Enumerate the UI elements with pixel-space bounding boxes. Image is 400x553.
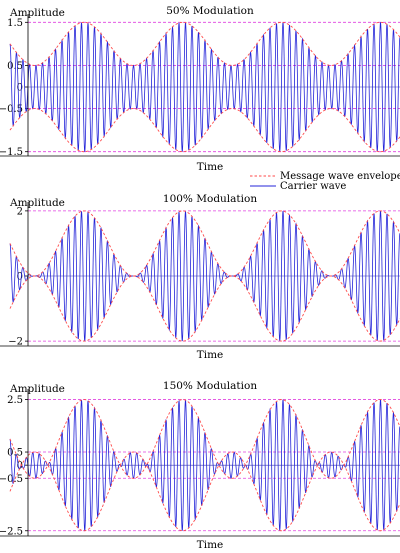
envelope-lower-line — [9, 275, 400, 342]
y-axis-label: Amplitude — [9, 383, 65, 395]
envelope-upper-line — [9, 210, 400, 277]
legend-carrier-label: Carrier wave — [280, 181, 346, 192]
y-tick-label: 0 — [17, 272, 23, 283]
legend: Message wave envelope Carrier wave — [250, 171, 400, 192]
y-tick-label: 2 — [17, 206, 23, 217]
y-tick-label: 0 — [17, 461, 23, 472]
y-axis-label: Amplitude — [9, 197, 65, 209]
panel-title: 50% Modulation — [166, 5, 254, 17]
envelope-upper-line — [9, 399, 400, 479]
y-tick-label: −1.5 — [0, 147, 23, 158]
y-tick-label: −0.5 — [0, 104, 23, 115]
envelope-lower-line — [9, 451, 400, 532]
panel-title: 100% Modulation — [163, 193, 257, 205]
panel-150-percent: 150% Modulation Amplitude Time 2.5 0.5 0 −0… — [0, 380, 400, 551]
panel-50-percent: 50% Modulation Amplitude Time 1.5 0.5 0 −0.… — [0, 5, 400, 173]
y-tick-label: −2.5 — [0, 526, 23, 537]
legend-envelope-label: Message wave envelope — [280, 171, 400, 182]
y-axis-label: Amplitude — [9, 7, 65, 19]
panel-100-percent: 100% Modulation Amplitude Time 2 0 −2 — [0, 193, 400, 361]
y-tick-label: −2 — [8, 337, 23, 348]
y-tick-label: −0.5 — [0, 474, 23, 485]
panel-title: 150% Modulation — [163, 380, 257, 392]
y-tick-label: 0 — [17, 83, 23, 94]
y-tick-label: 0.5 — [7, 61, 23, 72]
y-tick-label: 0.5 — [7, 448, 23, 459]
x-axis-label: Time — [197, 539, 224, 551]
envelope-upper-line — [9, 21, 400, 66]
envelope-lower-line — [9, 108, 400, 153]
x-axis-label: Time — [197, 349, 224, 361]
y-tick-label: 2.5 — [7, 395, 23, 406]
y-tick-label: 1.5 — [7, 18, 23, 29]
x-axis-label: Time — [197, 161, 224, 173]
